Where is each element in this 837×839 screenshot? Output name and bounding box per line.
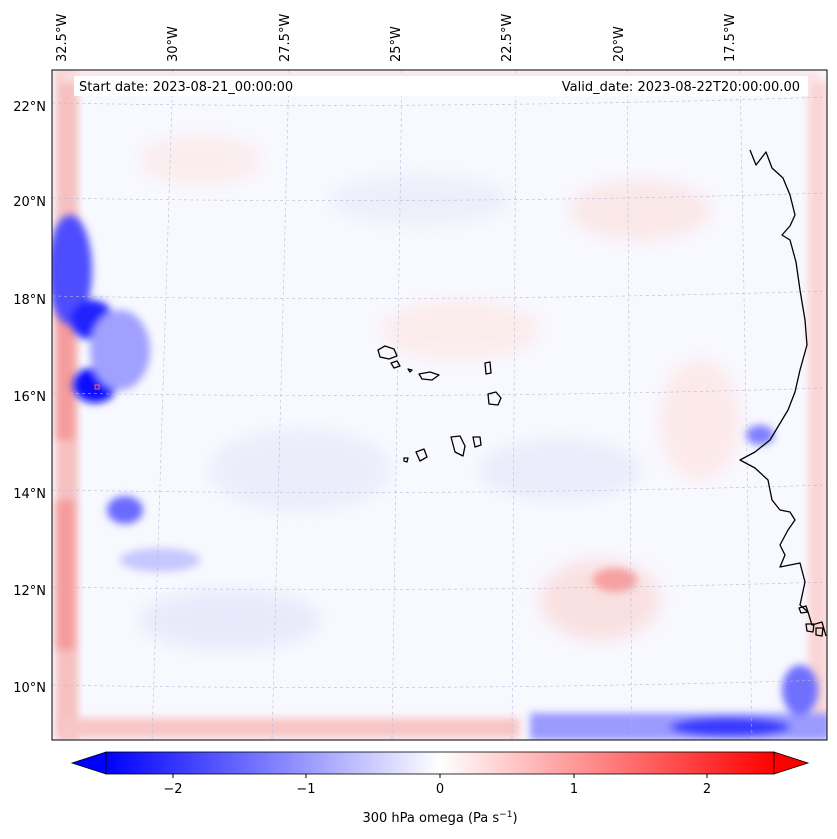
lon-label: 22.5°W [500,14,515,62]
colorbar-ticks [172,774,708,778]
island-sao-nicolau [418,371,440,381]
lat-label: 16°N [13,390,46,405]
colorbar-title: 300 hPa omega (Pa s−1) [362,810,517,826]
colorbar-tick-label: 0 [436,782,444,797]
colorbar-extend-high [773,751,810,775]
longitude-labels: 32.5°W 30°W 27.5°W 25°W 22.5°W 20°W 17.5… [55,14,738,62]
latitude-labels: 22°N 20°N 18°N 16°N 14°N 12°N 10°N [13,100,46,696]
colorbar-tick-label: −2 [163,782,182,797]
island-sao-vicente [390,360,401,369]
lon-label: 25°W [389,26,404,62]
bijagos-islands [798,605,824,637]
coastlines [377,149,827,637]
omega-field [52,70,827,740]
colorbar-tick-label: −1 [296,782,315,797]
map-header: Start date: 2023-08-21_00:00:00 Valid_da… [74,76,808,96]
island-santa-luzia [407,368,413,373]
lat-label: 12°N [13,584,46,599]
island-maio [472,436,482,448]
lat-label: 22°N [13,100,46,115]
africa-coastline [739,149,827,637]
lat-label: 18°N [13,293,46,308]
lat-label: 10°N [13,681,46,696]
valid-date-text: Valid_date: 2023-08-22T20:00:00.00 [562,80,800,95]
lon-label: 20°W [612,26,627,62]
colorbar-gradient [105,751,775,775]
island-santiago [450,435,466,457]
island-boa-vista [487,391,502,406]
lon-label: 30°W [166,26,181,62]
lat-label: 14°N [13,487,46,502]
island-fogo [415,448,428,462]
colorbar: −2 −1 0 1 2 300 hPa omega (Pa s−1) [70,751,810,826]
lon-label: 27.5°W [278,14,293,62]
island-brava [403,457,409,463]
map-border [51,69,828,741]
colorbar-tick-label: 1 [570,782,578,797]
mesh-marker [94,384,100,390]
graticule [51,69,828,741]
island-santo-antao [377,345,398,360]
map-panel [51,69,828,741]
colorbar-extend-low [70,751,107,775]
colorbar-tick-label: 2 [703,782,711,797]
header-background [74,76,808,96]
lon-label: 17.5°W [723,14,738,62]
island-sal [484,361,492,375]
lat-label: 20°N [13,195,46,210]
lon-label: 32.5°W [55,14,70,62]
start-date-text: Start date: 2023-08-21_00:00:00 [79,80,293,95]
